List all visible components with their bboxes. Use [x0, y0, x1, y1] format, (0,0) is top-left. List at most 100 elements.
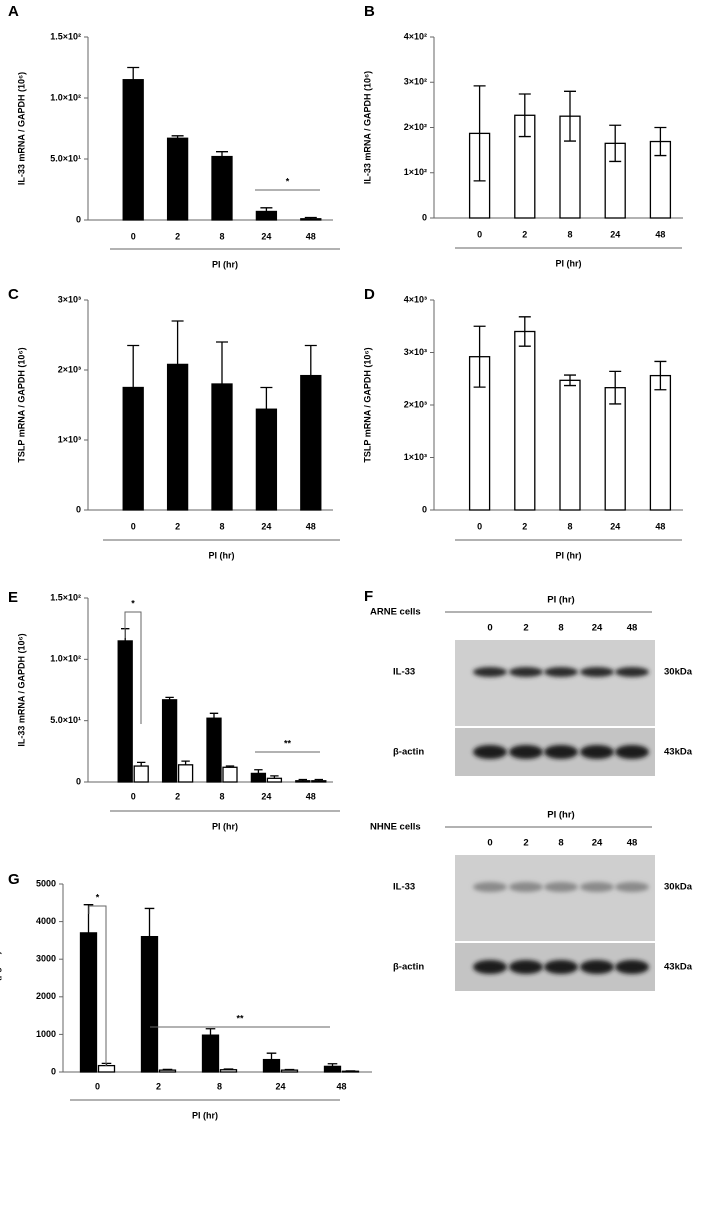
x-tick-label: 0	[95, 1081, 100, 1091]
x-tick-label: 48	[306, 521, 316, 531]
protein-label: IL-33	[393, 882, 415, 893]
y-tick-label: 5.0×10¹	[50, 153, 81, 163]
size-label: 30kDa	[664, 882, 693, 893]
bar	[117, 640, 133, 783]
y-axis-label: TSLP mRNA / GAPDH (10⁶)	[16, 347, 26, 462]
blot-strip	[455, 640, 655, 726]
error-bar	[518, 316, 531, 347]
y-tick-label: 1000	[36, 1029, 56, 1039]
error-bar	[165, 696, 174, 700]
lane-label: 2	[523, 838, 528, 849]
error-bar	[205, 1028, 216, 1036]
error-bar	[209, 712, 219, 719]
x-axis-label: PI (hr)	[212, 821, 238, 831]
x-tick-label: 24	[610, 521, 620, 531]
bar	[161, 699, 178, 783]
panel-label: C	[8, 286, 19, 303]
panel: B IL-33 mRNA / GAPDH (10⁶) 0 1×10² 2×10² 3×10…	[362, 3, 683, 268]
x-tick-label: 8	[567, 229, 572, 239]
x-tick-label: 2	[175, 231, 180, 241]
bar	[514, 330, 536, 511]
x-tick-label: 48	[655, 229, 665, 239]
lane-label: 2	[523, 623, 528, 634]
significance-bracket	[88, 905, 107, 1066]
band	[580, 960, 614, 974]
y-tick-label: 0	[76, 214, 81, 224]
error-bar	[609, 370, 622, 405]
y-tick-label: 1.0×10²	[50, 654, 81, 664]
y-tick-label: 3×10³	[58, 294, 81, 304]
blot-header: PI (hr)	[547, 595, 574, 606]
x-tick-label: 2	[522, 521, 527, 531]
y-tick-label: 2×10²	[404, 122, 427, 132]
error-bar	[144, 907, 155, 937]
x-tick-label: 8	[217, 1081, 222, 1091]
band	[544, 960, 578, 974]
y-tick-label: 1×10²	[404, 167, 427, 177]
protein-label: β-actin	[393, 962, 424, 973]
significance-mark: **	[284, 738, 292, 748]
bar	[295, 780, 311, 783]
bar	[158, 1069, 177, 1073]
y-axis-label: IL-33 mRNA / GAPDH (10⁶)	[362, 71, 372, 184]
y-tick-label: 0	[76, 776, 81, 786]
bar	[266, 777, 283, 783]
panel: C TSLP mRNA / GAPDH (10⁶) 0 1×10³ 2×10³ 3×10³…	[8, 286, 340, 560]
x-tick-label: 48	[306, 231, 316, 241]
panel: D TSLP mRNA / GAPDH (10⁶) 0 1×10³ 2×10³ 3×10³…	[362, 286, 683, 560]
bar	[262, 1058, 281, 1073]
error-bar	[162, 1068, 173, 1071]
error-bar	[314, 778, 323, 781]
x-tick-label: 24	[275, 1081, 285, 1091]
error-bar	[518, 93, 531, 138]
size-label: 30kDa	[664, 667, 693, 678]
y-tick-label: 0	[51, 1066, 56, 1076]
lane-label: 24	[592, 838, 603, 849]
blot-strip	[455, 855, 655, 941]
error-bar	[171, 320, 184, 365]
y-axis-label: IL-33 mRNA / GAPDH (10⁶)	[16, 633, 26, 746]
blot-header: PI (hr)	[547, 810, 574, 821]
lane-label: 8	[558, 838, 563, 849]
error-bar	[171, 135, 184, 139]
x-tick-label: 2	[156, 1081, 161, 1091]
significance-mark: **	[236, 1013, 244, 1023]
band	[580, 667, 614, 677]
band	[473, 960, 507, 974]
band	[615, 960, 649, 974]
y-axis-label: IL-33 mRNA / GAPDH (10⁶)	[16, 72, 26, 185]
error-bar	[216, 151, 228, 157]
y-tick-label: 1.0×10²	[50, 92, 81, 102]
y-tick-label: 4×10²	[404, 31, 427, 41]
band	[580, 882, 614, 892]
bar	[122, 386, 144, 511]
band	[544, 667, 578, 677]
x-tick-label: 8	[219, 791, 224, 801]
error-bar	[181, 760, 190, 765]
error-bar	[254, 769, 263, 774]
panel-label: G	[8, 871, 20, 888]
x-tick-label: 24	[610, 229, 620, 239]
y-tick-label: 3×10²	[404, 77, 427, 87]
lane-label: 0	[487, 623, 492, 634]
significance-mark: *	[131, 598, 135, 608]
bar	[219, 1069, 238, 1073]
y-tick-label: 1×10³	[404, 452, 427, 462]
error-bar	[298, 778, 307, 781]
panel: A IL-33 mRNA / GAPDH (10⁶) 0 5.0×10¹ 1.0×10²…	[8, 3, 340, 269]
band	[509, 882, 543, 892]
panel: E IL-33 mRNA / GAPDH (10⁶) 0 5.0×10¹ 1.0×10²…	[8, 589, 340, 831]
bar	[140, 935, 159, 1073]
x-axis-label: PI (hr)	[192, 1110, 218, 1120]
x-tick-label: 0	[131, 521, 136, 531]
size-label: 43kDa	[664, 747, 693, 758]
x-tick-label: 24	[261, 791, 271, 801]
error-bar	[609, 124, 622, 163]
band	[473, 882, 507, 892]
bar	[250, 772, 267, 783]
panel-label: F	[364, 588, 373, 605]
band	[473, 667, 507, 677]
panel: G IL-33 (pg/ml) 0 1000 2000 3000 4000 5000 0 2 8 24…	[0, 871, 372, 1120]
lane-label: 0	[487, 838, 492, 849]
